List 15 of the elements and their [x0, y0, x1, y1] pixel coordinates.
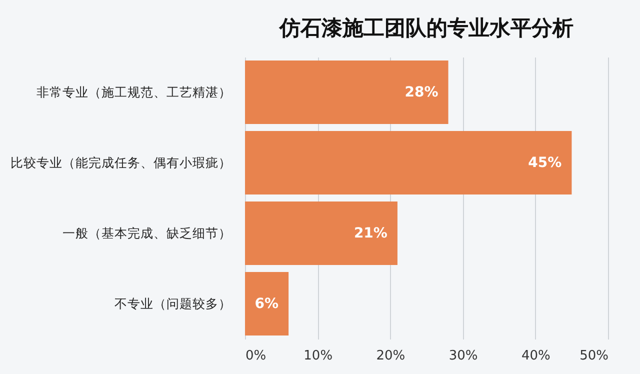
x-tick-label: 20%	[376, 348, 406, 364]
y-tick-label: 不专业（问题较多）	[114, 296, 232, 311]
data-label: 21%	[354, 225, 388, 242]
x-tick-label: 30%	[448, 348, 478, 364]
y-tick-label: 一般（基本完成、缺乏细节）	[62, 225, 232, 240]
data-label: 6%	[254, 296, 279, 312]
y-tick-label: 非常专业（施工规范、工艺精湛）	[36, 84, 232, 100]
x-tick-label: 0%	[246, 348, 266, 364]
data-label: 45%	[528, 154, 562, 171]
chart-title: 仿石漆施工团队的专业水平分析	[278, 16, 574, 40]
x-tick-label: 40%	[521, 348, 550, 364]
y-tick-label: 比较专业（能完成任务、偶有小瑕疵）	[10, 154, 232, 170]
x-tick-label: 50%	[580, 348, 608, 364]
x-tick-label: 10%	[304, 348, 333, 364]
data-label: 28%	[404, 84, 438, 100]
